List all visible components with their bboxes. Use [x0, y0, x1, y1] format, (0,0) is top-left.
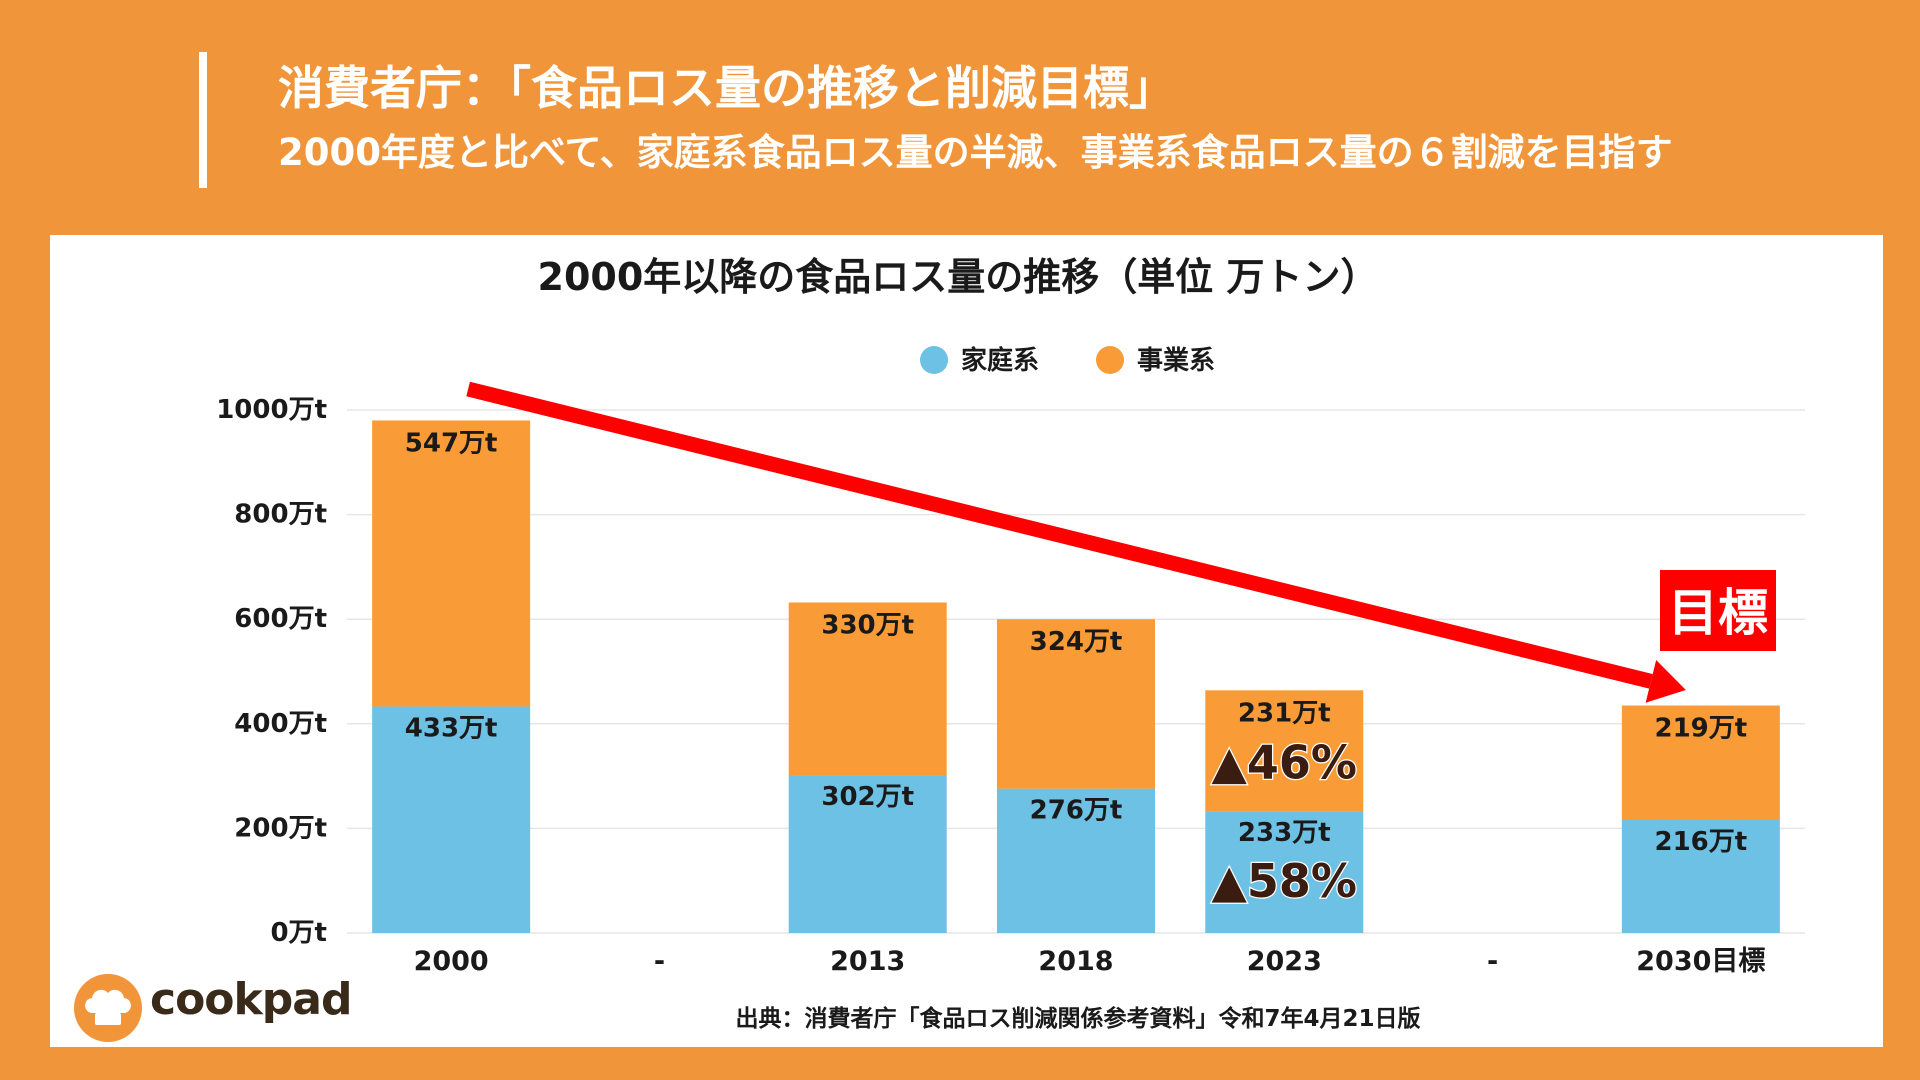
legend-label-household: 家庭系	[961, 345, 1039, 376]
x-tick-label: 2013	[830, 946, 905, 977]
y-tick-label: 600万t	[234, 604, 327, 634]
bar-business	[788, 602, 947, 776]
reduction-annotation: ▲46%	[1212, 735, 1357, 789]
cookpad-logo-icon	[74, 974, 142, 1042]
data-label-household: 216万t	[1655, 827, 1748, 857]
bar-business	[1205, 690, 1364, 812]
bar-business	[997, 619, 1155, 789]
cookpad-logo-text: cookpad	[150, 974, 352, 1025]
x-tick-label: -	[1487, 946, 1498, 977]
chart-panel	[50, 235, 1883, 1047]
header-accent-bar	[199, 52, 207, 188]
bar-household	[372, 706, 531, 933]
x-tick-label: 2000	[414, 946, 489, 977]
legend-swatch-business	[1096, 346, 1124, 374]
y-tick-label: 800万t	[234, 500, 327, 530]
x-tick-label: 2023	[1247, 946, 1322, 977]
data-label-household: 433万t	[405, 714, 498, 744]
x-tick-label: -	[654, 946, 665, 977]
data-label-household: 302万t	[821, 782, 914, 812]
y-tick-label: 200万t	[234, 813, 327, 843]
data-label-household: 233万t	[1238, 818, 1331, 848]
bar-business	[372, 420, 531, 707]
reduction-annotation: ▲58%	[1212, 854, 1357, 908]
target-badge-label: 目標	[1668, 584, 1768, 642]
y-tick-label: 1000万t	[216, 395, 327, 425]
bar-household	[1621, 820, 1780, 933]
bar-business	[1621, 705, 1780, 821]
data-label-household: 276万t	[1030, 796, 1123, 826]
x-tick-label: 2018	[1038, 946, 1113, 977]
trend-arrow-line	[466, 381, 1653, 689]
page-subtitle: 2000年度と比べて、家庭系食品ロス量の半減、事業系食品ロス量の６割減を目指す	[278, 131, 1673, 174]
trend-arrow-head	[1645, 660, 1686, 703]
page-title: 消費者庁：「食品ロス量の推移と削減目標」	[278, 61, 1175, 115]
data-label-business: 324万t	[1030, 627, 1123, 657]
y-tick-label: 0万t	[270, 918, 327, 948]
y-tick-label: 400万t	[234, 709, 327, 739]
source-note: 出典：消費者庁「食品ロス削減関係参考資料」令和7年4月21日版	[735, 1005, 1420, 1032]
target-badge	[1660, 570, 1776, 651]
bar-household	[788, 775, 947, 933]
legend-swatch-household	[920, 346, 948, 374]
x-tick-label: 2030目標	[1636, 946, 1765, 977]
data-label-business: 547万t	[405, 428, 498, 458]
bar-household	[1205, 811, 1364, 933]
data-label-business: 330万t	[821, 610, 914, 640]
data-label-business: 231万t	[1238, 698, 1331, 728]
data-label-business: 219万t	[1655, 713, 1748, 743]
bar-household	[997, 788, 1155, 933]
chart-title: 2000年以降の食品ロス量の推移（単位 万トン）	[538, 255, 1379, 299]
legend-label-business: 事業系	[1137, 346, 1215, 376]
